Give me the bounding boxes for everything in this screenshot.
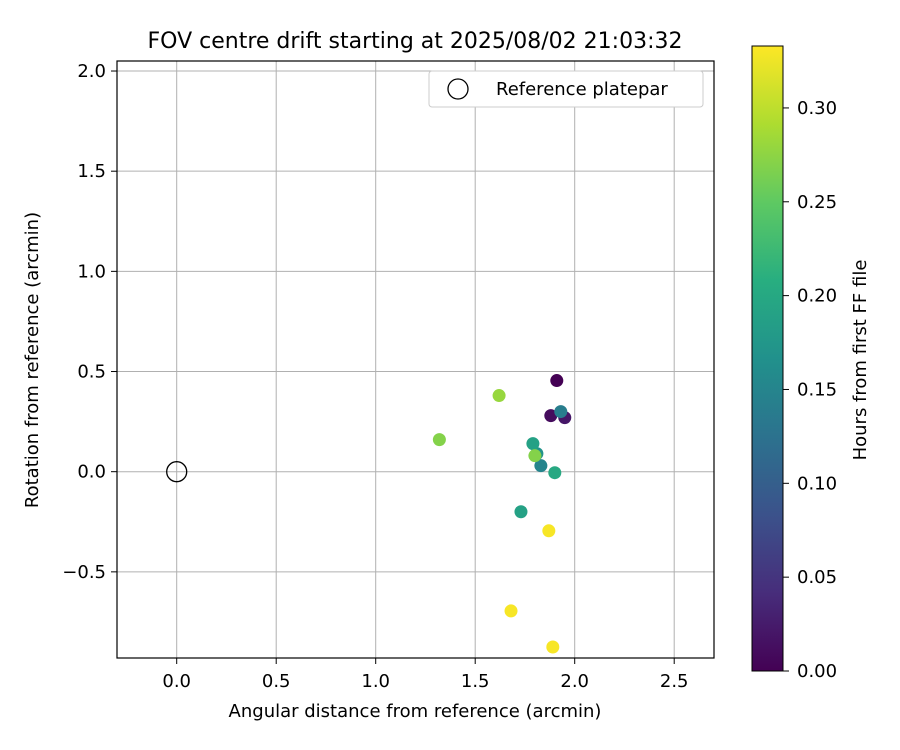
x-tick-label: 2.5 — [660, 671, 689, 692]
scatter-point — [514, 505, 528, 519]
scatter-point — [526, 437, 540, 451]
x-axis-label: Angular distance from reference (arcmin) — [229, 701, 602, 722]
reference-platepar-marker — [166, 461, 188, 483]
x-tick-label: 1.5 — [461, 671, 490, 692]
colorbar-tick-label: 0.10 — [797, 473, 837, 494]
colorbar-tick-label: 0.00 — [797, 661, 837, 682]
colorbar-gradient — [751, 45, 784, 672]
y-tick-label: −0.5 — [62, 562, 106, 583]
scatter-point — [528, 449, 542, 463]
colorbar-tick-label: 0.05 — [797, 567, 837, 588]
scatter-point — [492, 389, 506, 403]
chart-title: FOV centre drift starting at 2025/08/02 … — [148, 29, 683, 54]
legend-open-circle-icon — [447, 78, 469, 100]
plot-area-frame — [116, 60, 715, 659]
scatter-point — [432, 433, 446, 447]
scatter-point — [534, 459, 548, 473]
x-tick-label: 0.5 — [262, 671, 291, 692]
colorbar-tick-label: 0.30 — [797, 98, 837, 119]
grid-lines — [117, 61, 714, 658]
y-axis-ticks: −0.5 0.0 0.5 1.0 1.5 2.0 — [62, 61, 117, 583]
colorbar-tick-label: 0.15 — [797, 379, 837, 400]
legend: Reference platepar — [428, 70, 704, 108]
scatter-point — [544, 409, 558, 423]
legend-box — [428, 70, 704, 108]
y-tick-label: 0.5 — [77, 362, 106, 383]
y-axis-label: Rotation from reference (arcmin) — [22, 212, 43, 508]
scatter-point — [550, 374, 564, 388]
colorbar: 0.00 0.05 0.10 0.15 0.20 0.25 0.30 Hours from … — [751, 45, 871, 682]
scatter-point — [548, 466, 562, 480]
y-tick-label: 0.0 — [77, 462, 106, 483]
colorbar-ticks: 0.00 0.05 0.10 0.15 0.20 0.25 0.30 — [783, 98, 837, 682]
y-tick-label: 2.0 — [77, 61, 106, 82]
y-tick-label: 1.5 — [77, 161, 106, 182]
legend-label: Reference platepar — [496, 79, 668, 100]
scatter-point — [504, 604, 518, 618]
y-tick-label: 1.0 — [77, 261, 106, 282]
x-tick-label: 2.0 — [560, 671, 589, 692]
colorbar-tick-label: 0.20 — [797, 286, 837, 307]
data-points — [432, 374, 572, 654]
scatter-point — [542, 524, 556, 538]
scatter-point — [546, 640, 560, 654]
scatter-point — [554, 405, 568, 419]
x-axis-ticks: 0.0 0.5 1.0 1.5 2.0 2.5 — [162, 658, 689, 692]
x-tick-label: 1.0 — [361, 671, 390, 692]
colorbar-tick-label: 0.25 — [797, 192, 837, 213]
colorbar-label: Hours from first FF file — [850, 260, 871, 461]
x-tick-label: 0.0 — [162, 671, 191, 692]
